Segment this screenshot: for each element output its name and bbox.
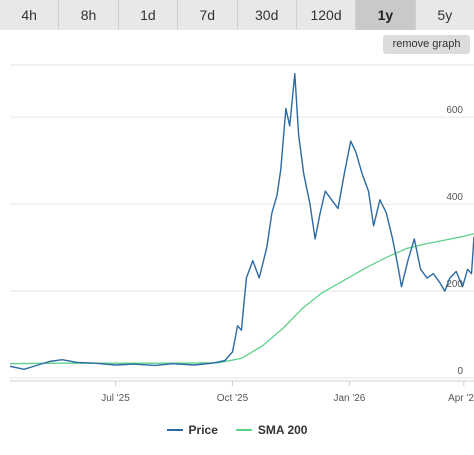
price-line [9,73,474,370]
legend-label-sma: SMA 200 [257,423,308,437]
tab-8h[interactable]: 8h [59,0,119,30]
x-tick-label: Oct '25 [217,393,249,404]
tab-120d[interactable]: 120d [296,0,357,30]
grid [10,64,474,382]
timeframe-tabs: 4h 8h 1d 7d 30d 120d 1y 5y [0,0,474,30]
remove-graph-button[interactable]: remove graph [383,35,470,54]
series-layer [9,73,474,370]
tab-7d[interactable]: 7d [178,0,238,30]
tab-4h[interactable]: 4h [0,0,60,30]
y-tick-label: 600 [446,105,463,116]
y-tick-label: 200 [446,279,463,290]
x-axis-ticks: Jul '25 Oct '25 Jan '26 Apr '26 [101,381,474,404]
tab-1d[interactable]: 1d [118,0,179,30]
sma-200-line [9,233,474,365]
tab-30d[interactable]: 30d [237,0,297,30]
tab-1y[interactable]: 1y [356,0,416,30]
x-tick-label: Jan '26 [333,393,365,404]
legend-label-price: Price [188,423,218,437]
legend-item-price[interactable]: Price [166,423,218,437]
legend-swatch-sma [235,429,252,431]
tab-5y[interactable]: 5y [415,0,474,30]
x-tick-label: Apr '26 [448,393,474,404]
y-axis-ticks: 0 200 400 600 [446,105,463,377]
legend-item-sma[interactable]: SMA 200 [235,423,308,437]
y-tick-label: 400 [446,192,463,203]
y-tick-label: 0 [457,366,463,377]
chart-legend: Price SMA 200 [0,420,474,440]
x-tick-label: Jul '25 [101,393,130,404]
legend-swatch-price [166,429,183,431]
